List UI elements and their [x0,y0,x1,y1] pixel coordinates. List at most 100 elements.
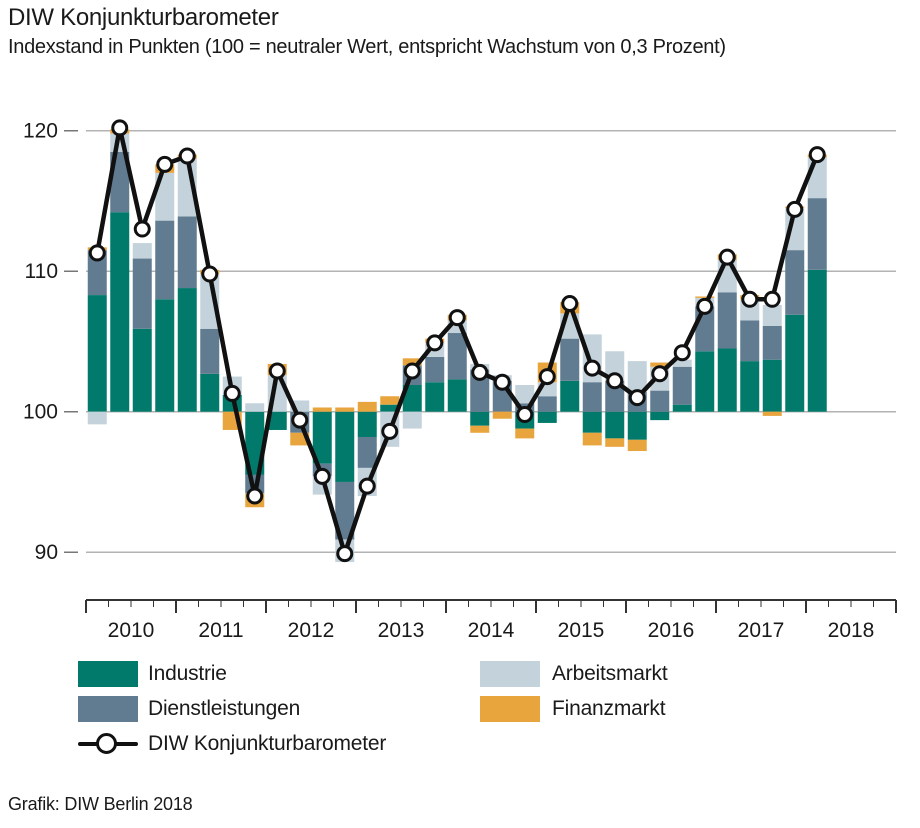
bar-segment-arbeitsmarkt-2018-Q1 [807,157,827,199]
finanzmarkt-label: Finanzmarkt [552,697,666,720]
bar-segment-dienstleistungen-2011-Q1 [177,216,197,289]
barometer-marker-2010-Q4 [156,155,174,173]
y-tick-label-100: 100 [23,401,58,424]
bar-segment-dienstleistungen-2012-Q4 [335,481,355,540]
y-tick-label-120: 120 [23,120,58,143]
bar-segment-industrie-2015-Q3 [582,411,602,433]
bar-segment-arbeitsmarkt-2012-Q2 [290,400,310,412]
industrie-label: Industrie [148,662,227,685]
bar-segment-finanzmarkt-2017-Q3 [762,411,782,416]
bar-segment-dienstleistungen-2013-Q1 [357,436,377,468]
bar-segment-industrie-2013-Q3 [402,385,422,412]
bar-segment-dienstleistungen-2017-Q4 [785,250,805,315]
y-tick-label-90: 90 [35,541,58,564]
barometer-marker-2017-Q1 [718,248,736,266]
arbeitsmarkt-swatch [480,661,540,687]
bar-segment-dienstleistungen-2011-Q2 [200,328,220,374]
bar-segment-arbeitsmarkt-2015-Q4 [605,351,625,381]
bar-segment-industrie-2011-Q1 [177,288,197,412]
finanzmarkt-swatch [480,696,540,722]
barometer-marker-2011-Q4 [246,487,264,505]
barometer-chart: 90 100 110 120 2010 2011 2012 2013 2014 2015 2016 2… [0,95,920,655]
barometer-marker-2015-Q1 [538,368,556,386]
page-title: DIW Konjunkturbarometer [8,4,279,31]
bar-segment-dienstleistungen-2017-Q1 [717,292,737,349]
bar-segment-industrie-2013-Q1 [357,411,377,437]
bar-segment-dienstleistungen-2013-Q4 [425,356,445,383]
barometer-marker-2017-Q2 [741,290,759,308]
bar-segment-finanzmarkt-2012-Q3 [312,407,332,412]
industrie-swatch [78,661,138,687]
bar-segment-finanzmarkt-2013-Q1 [357,401,377,412]
barometer-marker-2016-Q4 [696,297,714,315]
bar-segment-industrie-2012-Q4 [335,411,355,482]
barometer-marker-2012-Q3 [313,467,331,485]
barometer-marker-2013-Q4 [426,334,444,352]
bar-segment-industrie-2011-Q2 [200,373,220,412]
year-label-2012: 2012 [288,619,335,642]
bar-segment-arbeitsmarkt-2017-Q3 [762,304,782,326]
bar-segment-dienstleistungen-2015-Q3 [582,382,602,412]
bar-segment-industrie-2014-Q2 [470,411,490,426]
bar-segment-dienstleistungen-2018-Q1 [807,198,827,270]
barometer-marker-2013-Q3 [403,362,421,380]
bar-segment-industrie-2017-Q1 [717,348,737,412]
bar-segment-dienstleistungen-2015-Q1 [537,396,557,412]
barometer-marker-2011-Q2 [201,265,219,283]
bar-segment-finanzmarkt-2016-Q1 [627,439,647,452]
bar-segment-dienstleistungen-2016-Q2 [650,390,670,412]
bar-segment-dienstleistungen-2015-Q2 [560,338,580,381]
bar-segment-industrie-2013-Q4 [425,382,445,412]
bar-segment-industrie-2010-Q1 [87,295,107,412]
bar-segment-arbeitsmarkt-2014-Q4 [515,385,535,404]
bar-segment-dienstleistungen-2010-Q1 [87,250,107,296]
bar-segment-finanzmarkt-2016-Q4 [695,296,715,298]
year-label-2017: 2017 [738,619,785,642]
bar-segment-finanzmarkt-2013-Q3 [402,358,422,366]
bar-segment-industrie-2015-Q1 [537,411,557,423]
year-label-2014: 2014 [468,619,515,642]
bar-segment-arbeitsmarkt-2011-Q4 [245,403,265,412]
bar-segment-finanzmarkt-2013-Q2 [380,396,400,405]
bar-segment-finanzmarkt-2016-Q2 [650,362,670,367]
bar-segment-industrie-2015-Q2 [560,380,580,412]
bar-segment-dienstleistungen-2017-Q3 [762,325,782,360]
credit-text: Grafik: DIW Berlin 2018 [8,794,193,814]
year-label-2010: 2010 [108,619,155,642]
bar-segment-finanzmarkt-2014-Q3 [492,411,512,419]
chart-legend: Industrie Dienstleistungen Arbeitsmarkt … [0,655,920,760]
bar-segment-industrie-2016-Q2 [650,411,670,421]
bar-segment-industrie-2017-Q4 [785,314,805,412]
year-label-2015: 2015 [558,619,605,642]
bar-segment-arbeitsmarkt-2016-Q1 [627,361,647,393]
bar-segment-arbeitsmarkt-2010-Q1 [87,411,107,425]
bar-segment-finanzmarkt-2014-Q4 [515,428,535,439]
barometer-marker-2016-Q1 [628,389,646,407]
year-label-2016: 2016 [648,619,695,642]
barometer-marker-2012-Q4 [336,545,354,563]
bar-segment-arbeitsmarkt-2010-Q3 [132,243,152,259]
barometer-marker-2018-Q1 [808,146,826,164]
barometer-marker-2012-Q1 [268,362,286,380]
bar-segment-industrie-2010-Q2 [110,212,130,412]
dienstleistungen-swatch [78,696,138,722]
barometer-marker-2013-Q2 [381,422,399,440]
bar-segment-industrie-2016-Q4 [695,351,715,412]
bar-segment-industrie-2010-Q4 [155,299,175,412]
barometer-line-label: DIW Konjunkturbarometer [148,732,387,755]
dienstleistungen-label: Dienstleistungen [148,697,301,720]
barometer-marker-2013-Q1 [358,477,376,495]
line-marker-icon [96,733,117,754]
bar-segment-dienstleistungen-2017-Q2 [740,320,760,362]
chart-canvas: 90 100 110 120 2010 2011 2012 2013 2014 2015 2016 2… [23,119,897,642]
barometer-marker-2016-Q3 [673,344,691,362]
bar-segment-industrie-2012-Q3 [312,411,332,464]
barometer-marker-2010-Q2 [111,119,129,137]
bar-segment-finanzmarkt-2015-Q3 [582,432,602,446]
bar-segment-finanzmarkt-2012-Q4 [335,407,355,412]
barometer-marker-2014-Q3 [493,373,511,391]
bar-segment-dienstleistungen-2010-Q3 [132,258,152,329]
bar-segment-arbeitsmarkt-2016-Q3 [672,359,692,367]
y-tick-label-110: 110 [25,260,58,283]
